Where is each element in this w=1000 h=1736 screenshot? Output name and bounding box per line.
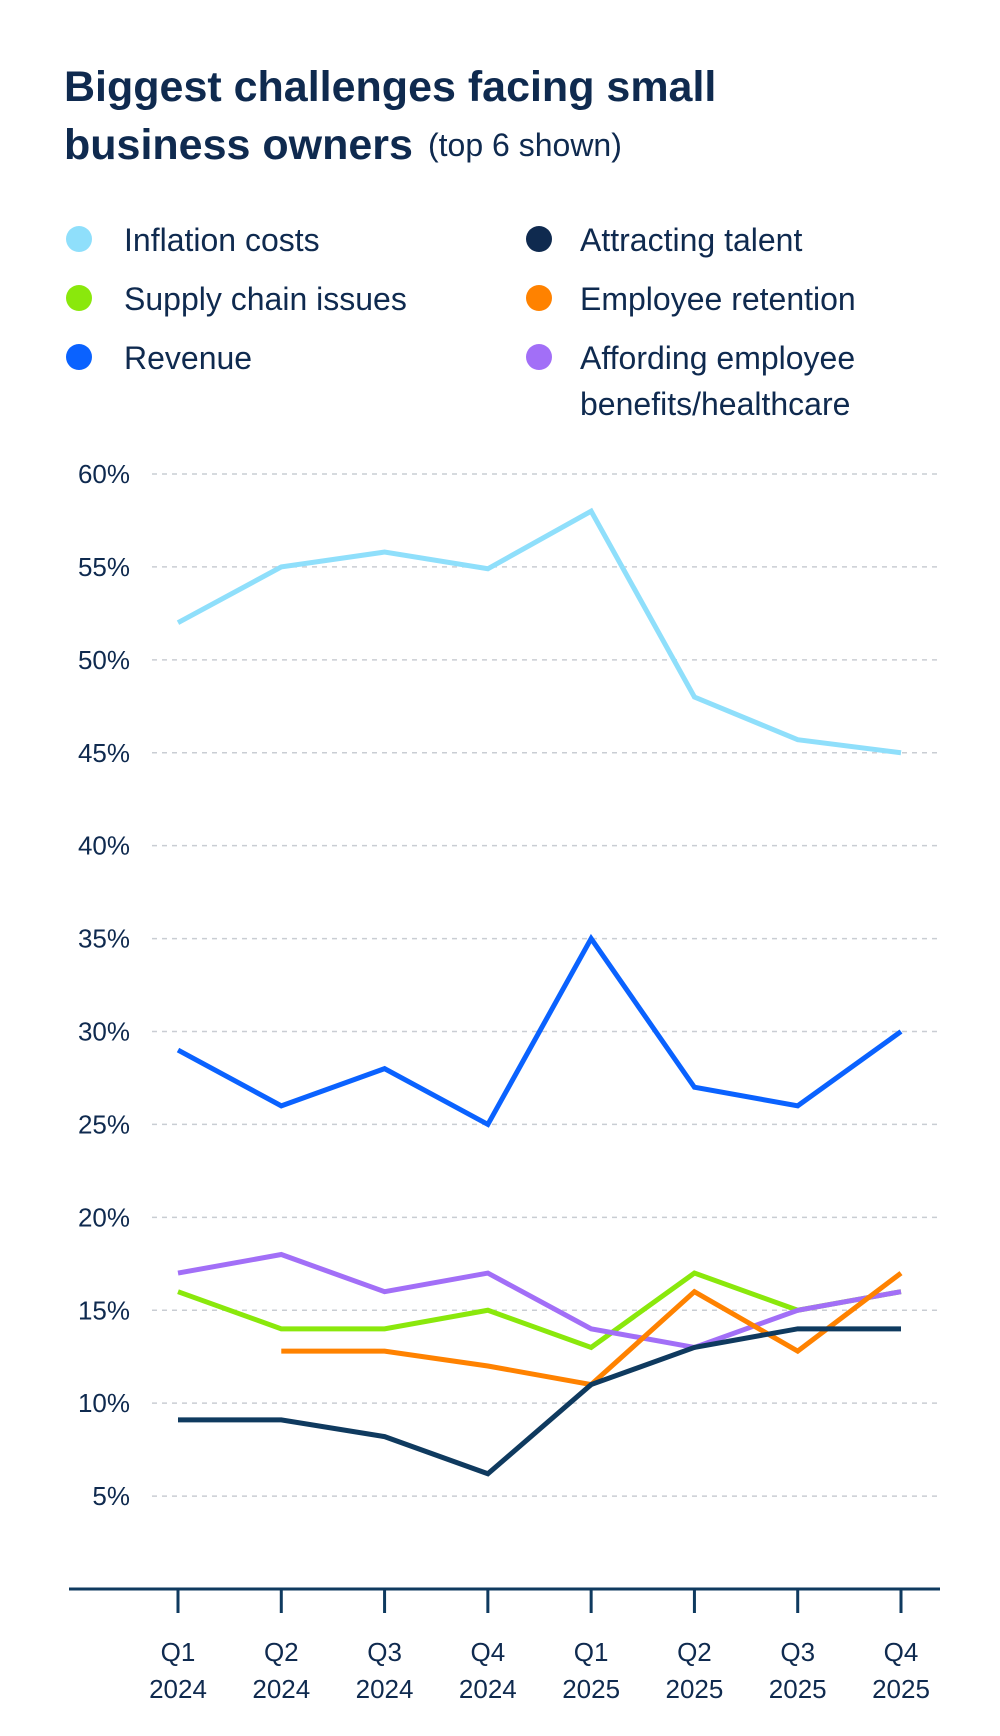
y-tick-label: 45% [78,738,130,768]
legend-dot-revenue [66,344,92,370]
legend-label-benefits-line1: Affording employee [580,340,856,376]
x-tick-label: Q3 2024 [356,1637,414,1704]
y-tick-label: 40% [78,831,130,861]
x-tick-label-quarter: Q3 [367,1637,402,1667]
x-tick-label: Q2 2025 [666,1637,724,1704]
legend-label-attracting-talent: Attracting talent [580,222,803,258]
series-line-affording-employee-benefits-healthcare [177,1251,902,1350]
x-tick-label-year: 2024 [252,1674,310,1704]
x-tick-label-quarter: Q1 [574,1637,609,1667]
x-tick-label-quarter: Q4 [884,1637,919,1667]
legend-label-employee-retention: Employee retention [580,281,856,317]
x-tick-label: Q3 2025 [769,1637,827,1704]
x-tick-label-quarter: Q1 [161,1637,196,1667]
legend-label-revenue: Revenue [124,340,253,376]
x-tick-label-quarter: Q2 [677,1637,712,1667]
legend-dot-inflation [66,226,92,252]
legend-dot-benefits [526,344,552,370]
x-tick-label-year: 2025 [769,1674,827,1704]
x-tick-label: Q1 2024 [149,1637,207,1704]
chart-subtitle: (top 6 shown) [428,127,622,163]
series-line-inflation-costs [176,507,902,756]
x-tick-label-quarter: Q2 [264,1637,299,1667]
chart-title: Biggest challenges facing small business… [64,63,717,169]
x-tick-label-year: 2025 [872,1674,930,1704]
y-tick-label: 30% [78,1017,130,1047]
y-tick-label: 15% [78,1295,130,1325]
legend-dot-employee-retention [526,285,552,311]
series-line-attracting-talent [178,1326,901,1477]
y-tick-label: 55% [78,552,130,582]
x-tick-label-year: 2024 [356,1674,414,1704]
x-tick-label-year: 2025 [666,1674,724,1704]
x-tick-label-year: 2024 [459,1674,517,1704]
x-tick-label-year: 2025 [562,1674,620,1704]
legend-label-benefits-line2: benefits/healthcare [580,386,851,422]
y-tick-label: 5% [92,1481,130,1511]
y-tick-label: 10% [78,1388,130,1418]
legend-dot-supply-chain [66,285,92,311]
series-line-revenue [176,933,903,1128]
series-line-supply-chain-issues [177,1270,902,1351]
y-tick-label: 35% [78,924,130,954]
y-tick-label: 50% [78,645,130,675]
y-tick-label: 20% [78,1202,130,1232]
x-tick-label: Q4 2025 [872,1637,930,1704]
x-tick-label: Q4 2024 [459,1637,517,1704]
x-tick-label: Q2 2024 [252,1637,310,1704]
legend-label-inflation: Inflation costs [124,222,320,258]
legend-dot-attracting-talent [526,226,552,252]
x-tick-label-quarter: Q4 [471,1637,506,1667]
legend-label-supply-chain: Supply chain issues [124,281,407,317]
y-tick-label: 60% [78,459,130,489]
y-tick-label: 25% [78,1109,130,1139]
x-tick-label-year: 2024 [149,1674,207,1704]
x-tick-label: Q1 2025 [562,1637,620,1704]
x-tick-label-quarter: Q3 [780,1637,815,1667]
